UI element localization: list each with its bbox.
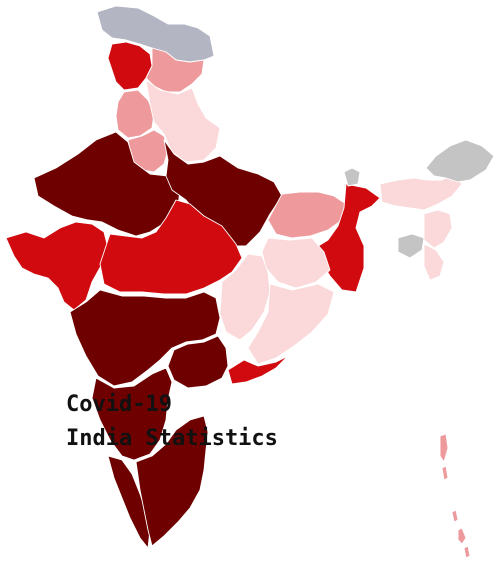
- region-jammu-kashmir[interactable]: [107, 41, 153, 91]
- region-mizoram[interactable]: [423, 243, 445, 281]
- region-sikkim[interactable]: [343, 167, 361, 187]
- region-gujarat[interactable]: [5, 221, 109, 311]
- region-bihar[interactable]: [267, 191, 347, 239]
- region-uttarakhand[interactable]: [145, 79, 221, 163]
- region-arunachal-pradesh[interactable]: [425, 139, 495, 183]
- region-kerala[interactable]: [107, 455, 151, 549]
- region-uttar-pradesh[interactable]: [163, 139, 283, 247]
- region-punjab[interactable]: [115, 89, 155, 139]
- region-assam[interactable]: [379, 173, 463, 211]
- region-himachal-pradesh[interactable]: [145, 47, 205, 93]
- region-maharashtra[interactable]: [69, 289, 221, 387]
- region-meghalaya[interactable]: [397, 233, 425, 259]
- region-madhya-pradesh[interactable]: [99, 199, 243, 295]
- caption-title: Covid-19: [66, 392, 172, 417]
- region-chhattisgarh[interactable]: [219, 253, 271, 341]
- region-telangana[interactable]: [167, 335, 229, 389]
- region-andhra-pradesh[interactable]: [227, 355, 289, 385]
- region-tamil-nadu[interactable]: [135, 415, 209, 547]
- region-west-bengal[interactable]: [311, 183, 381, 293]
- caption-subtitle: India Statistics: [66, 426, 278, 451]
- region-rajasthan[interactable]: [33, 131, 181, 237]
- region-tripura[interactable]: [423, 209, 453, 249]
- region-andaman-nicobar[interactable]: [439, 433, 471, 559]
- region-karnataka[interactable]: [91, 367, 173, 461]
- region-odisha[interactable]: [247, 283, 335, 365]
